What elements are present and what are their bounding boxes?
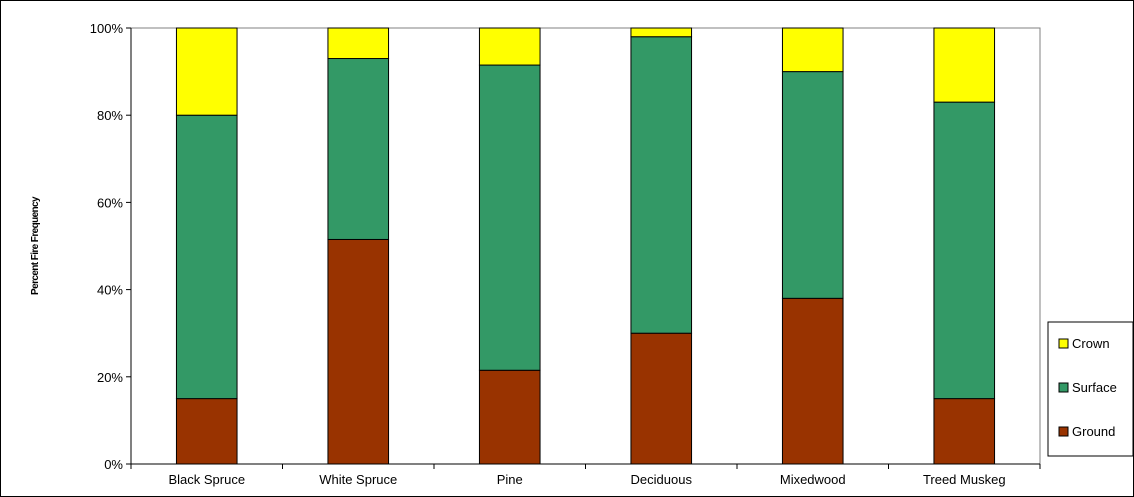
x-tick-label: Pine <box>497 472 523 487</box>
bar-segment-surface <box>781 71 844 299</box>
legend-label-crown: Crown <box>1072 336 1110 351</box>
y-axis-label: Percent Fire Frequency <box>30 196 41 295</box>
x-tick-label: Deciduous <box>631 472 693 487</box>
bars <box>175 27 996 465</box>
bar-segment-ground <box>781 297 844 465</box>
plot-area <box>130 27 1041 465</box>
bar-segment-ground <box>327 238 390 465</box>
legend-swatch-crown <box>1058 338 1069 349</box>
bar-segment-crown <box>781 27 844 73</box>
bar-segment-ground <box>630 332 693 465</box>
legend-swatch-ground <box>1058 426 1069 437</box>
y-tick-label: 40% <box>97 283 123 298</box>
y-tick-label: 60% <box>97 195 123 210</box>
bar-segment-crown <box>478 27 541 66</box>
bar-segment-surface <box>933 101 996 400</box>
x-tick-label: Black Spruce <box>168 472 245 487</box>
y-axis: 0% 20% 40% 60% 80% 100% <box>90 21 132 472</box>
x-tick-label: Treed Muskeg <box>923 472 1006 487</box>
legend-label-ground: Ground <box>1072 424 1115 439</box>
bar-segment-surface <box>327 58 390 240</box>
bar-segment-surface <box>630 36 693 334</box>
bar-segment-ground <box>478 369 541 465</box>
legend-label-surface: Surface <box>1072 380 1117 395</box>
y-tick-label: 0% <box>104 457 123 472</box>
y-tick-label: 20% <box>97 370 123 385</box>
bar-segment-surface <box>478 64 541 371</box>
bar-segment-ground <box>175 398 238 465</box>
bar-segment-crown <box>327 27 390 60</box>
bar-segment-crown <box>630 27 693 38</box>
y-tick-label: 80% <box>97 108 123 123</box>
legend: Crown Surface Ground <box>1047 321 1134 457</box>
legend-swatch-surface <box>1058 382 1069 393</box>
x-tick-label: White Spruce <box>319 472 397 487</box>
y-tick-label: 100% <box>90 21 124 36</box>
bar-segment-crown <box>933 27 996 103</box>
x-tick-label: Mixedwood <box>780 472 846 487</box>
bar-segment-crown <box>175 27 238 116</box>
bar-segment-surface <box>175 114 238 400</box>
x-axis: Black Spruce White Spruce Pine Deciduous Mix… <box>130 463 1041 487</box>
bar-segment-ground <box>933 398 996 465</box>
